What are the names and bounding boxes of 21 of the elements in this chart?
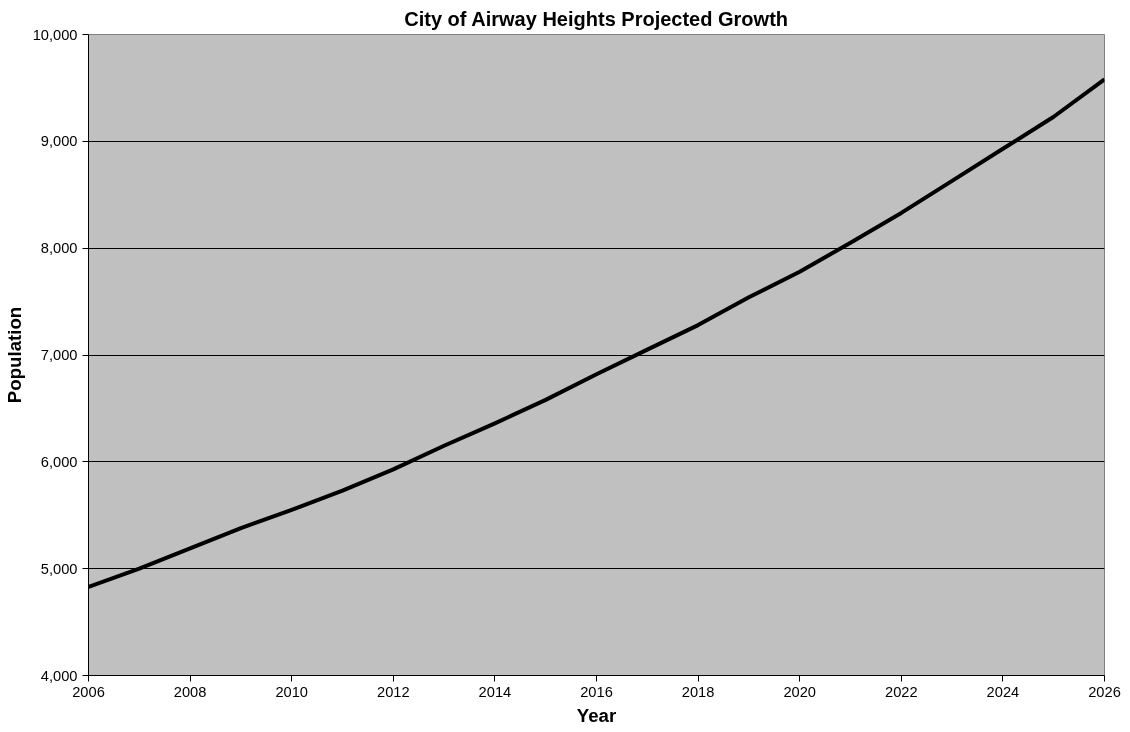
x-tick-label: 2014 bbox=[478, 683, 512, 700]
y-tick-label: 5,000 bbox=[40, 560, 78, 577]
y-tick-label: 4,000 bbox=[40, 667, 78, 684]
x-tick-label: 2012 bbox=[377, 683, 410, 700]
x-tick-label: 2020 bbox=[783, 683, 817, 700]
chart-title: City of Airway Heights Projected Growth bbox=[404, 7, 789, 30]
x-tick-label: 2016 bbox=[580, 683, 613, 700]
y-tick-label: 6,000 bbox=[40, 453, 78, 470]
y-tick-label: 9,000 bbox=[40, 133, 78, 150]
x-axis-title: Year bbox=[576, 704, 617, 726]
y-tick-label: 8,000 bbox=[40, 240, 78, 257]
x-tick-label: 2024 bbox=[986, 683, 1020, 700]
y-tick-label: 10,000 bbox=[32, 26, 78, 43]
x-tick-label: 2022 bbox=[885, 683, 918, 700]
x-tick-label: 2026 bbox=[1088, 683, 1121, 700]
x-tick-label: 2006 bbox=[72, 683, 105, 700]
x-tick-label: 2008 bbox=[173, 683, 207, 700]
y-axis-title: Population bbox=[3, 306, 25, 404]
y-tick-label: 7,000 bbox=[40, 347, 78, 363]
x-tick-label: 2010 bbox=[275, 683, 309, 700]
x-tick-label: 2018 bbox=[681, 683, 715, 700]
